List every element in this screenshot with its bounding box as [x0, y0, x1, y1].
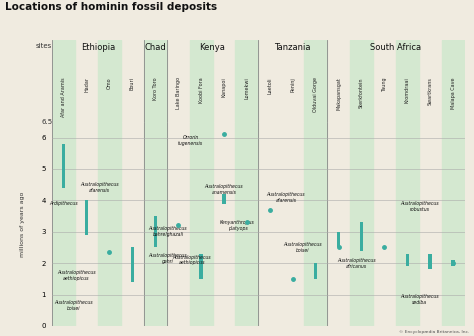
- Text: 6.5: 6.5: [41, 119, 52, 125]
- Text: Olduvai Gorge: Olduvai Gorge: [313, 77, 318, 112]
- Bar: [236, 40, 258, 122]
- Text: Australopithecus
africanus: Australopithecus africanus: [337, 258, 376, 268]
- Text: Makapansgat: Makapansgat: [336, 77, 341, 110]
- Text: Taung: Taung: [382, 77, 387, 92]
- Bar: [85, 200, 88, 235]
- Text: Australopithecus
aethiopicus: Australopithecus aethiopicus: [173, 255, 211, 265]
- Text: Australopithecus
bahrelghazali: Australopithecus bahrelghazali: [148, 226, 187, 237]
- Text: Kanapoi: Kanapoi: [221, 77, 227, 97]
- Text: Bouri: Bouri: [130, 77, 135, 90]
- Bar: [144, 40, 167, 122]
- Text: Australopithecus
gahri: Australopithecus gahri: [148, 253, 187, 264]
- Text: Lake Baringo: Lake Baringo: [176, 77, 181, 109]
- Text: Kenyanthropus
platyops: Kenyanthropus platyops: [220, 220, 255, 231]
- Bar: [360, 222, 363, 251]
- Text: Locations of hominin fossil deposits: Locations of hominin fossil deposits: [5, 2, 217, 12]
- Text: Koro Toro: Koro Toro: [153, 77, 158, 100]
- Text: Australopithecus
afarensis: Australopithecus afarensis: [266, 192, 305, 203]
- Text: Chad: Chad: [145, 43, 166, 52]
- Bar: [350, 122, 373, 326]
- Bar: [406, 254, 409, 266]
- Text: Lomekwi: Lomekwi: [245, 77, 249, 99]
- Text: Swartkrans: Swartkrans: [428, 77, 433, 105]
- Bar: [337, 232, 340, 247]
- Text: Kenya: Kenya: [200, 43, 226, 52]
- Bar: [396, 40, 419, 122]
- Bar: [236, 122, 258, 326]
- Text: Australopithecus
robustus: Australopithecus robustus: [401, 201, 439, 212]
- Text: Ardipithecus: Ardipithecus: [49, 201, 78, 206]
- Bar: [396, 122, 419, 326]
- Bar: [190, 122, 212, 326]
- Text: Australopithecus
afarensis: Australopithecus afarensis: [80, 182, 118, 193]
- Text: © Encyclopædia Britannica, Inc.: © Encyclopædia Britannica, Inc.: [399, 330, 469, 334]
- Bar: [200, 254, 203, 279]
- Bar: [442, 122, 465, 326]
- Text: Kromdraai: Kromdraai: [405, 77, 410, 103]
- Text: Peninj: Peninj: [290, 77, 295, 92]
- Text: Hadar: Hadar: [84, 77, 89, 92]
- Y-axis label: millions of years ago: millions of years ago: [20, 191, 25, 257]
- Bar: [144, 122, 167, 326]
- Bar: [190, 40, 212, 122]
- Bar: [154, 216, 157, 247]
- Text: Malapa Cave: Malapa Cave: [451, 77, 456, 109]
- Text: Australopithecus
boisei: Australopithecus boisei: [284, 242, 322, 253]
- Text: Australopithecus
boisei: Australopithecus boisei: [55, 300, 93, 311]
- Bar: [314, 263, 317, 279]
- Text: Koobi Fora: Koobi Fora: [199, 77, 203, 103]
- Bar: [222, 194, 226, 204]
- Text: Laetoli: Laetoli: [267, 77, 272, 93]
- Text: Orrorin
tugenensis: Orrorin tugenensis: [178, 135, 203, 146]
- Bar: [62, 144, 65, 188]
- Text: Ethiopia: Ethiopia: [81, 43, 115, 52]
- Bar: [304, 40, 327, 122]
- Bar: [428, 254, 432, 269]
- Text: Sterkfontein: Sterkfontein: [359, 77, 364, 108]
- Bar: [350, 40, 373, 122]
- Text: Australopithecus
aethiopicus: Australopithecus aethiopicus: [57, 270, 95, 281]
- Bar: [52, 122, 75, 326]
- Text: Afar and Aramis: Afar and Aramis: [61, 77, 66, 117]
- Bar: [98, 40, 121, 122]
- Text: Australopithecus
sediba: Australopithecus sediba: [401, 294, 439, 305]
- Bar: [131, 247, 134, 282]
- Text: Australopithecus
anamensis: Australopithecus anamensis: [205, 184, 243, 195]
- Text: sites: sites: [36, 43, 52, 49]
- Bar: [442, 40, 465, 122]
- Bar: [52, 40, 75, 122]
- Bar: [451, 260, 455, 266]
- Text: South Africa: South Africa: [370, 43, 421, 52]
- Text: Omo: Omo: [107, 77, 112, 89]
- Text: Tanzania: Tanzania: [274, 43, 311, 52]
- Bar: [98, 122, 121, 326]
- Bar: [304, 122, 327, 326]
